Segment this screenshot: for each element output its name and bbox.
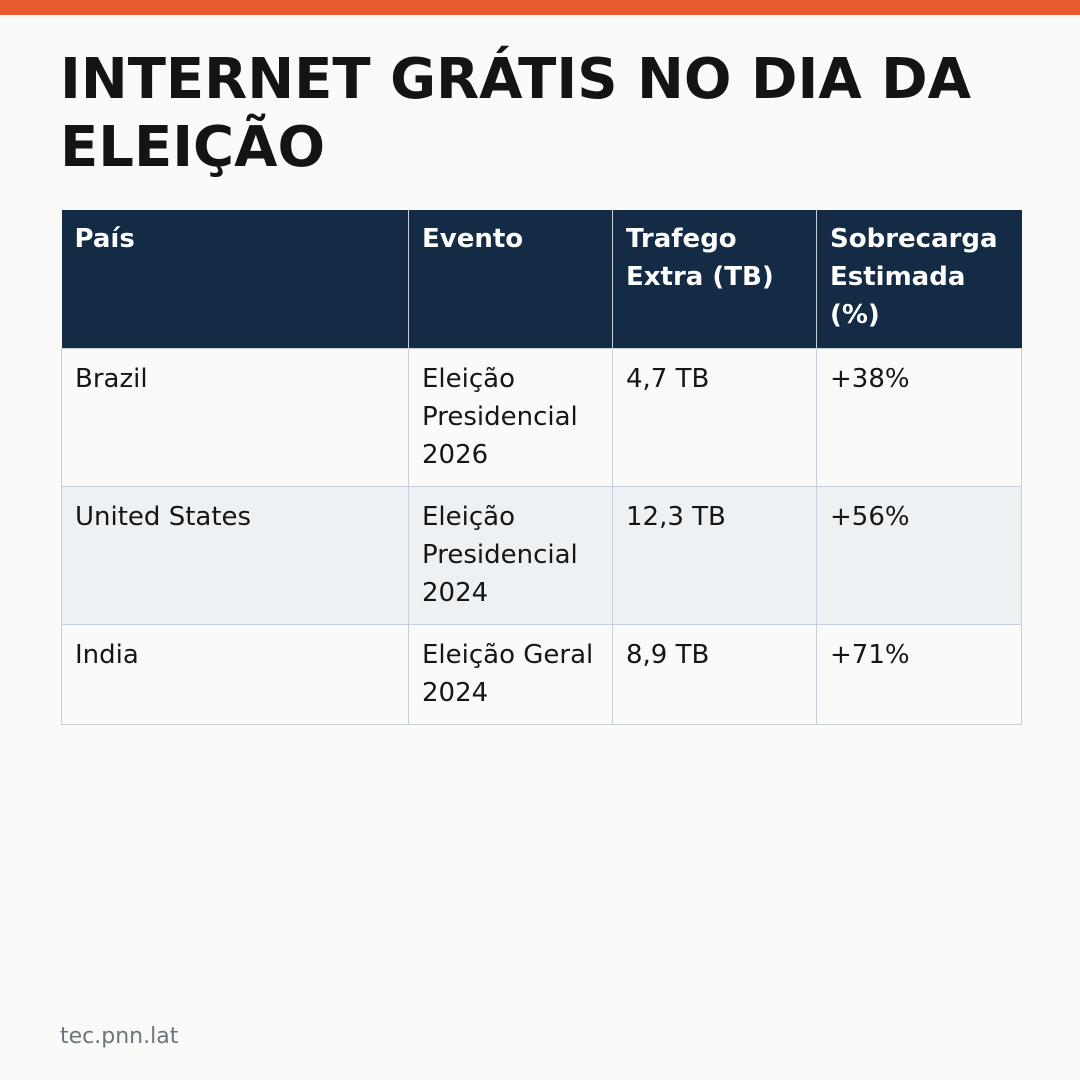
cell-event: Eleição Presidencial 2024	[408, 486, 613, 625]
page-title: INTERNET GRÁTIS NO DIA DA ELEIÇÃO	[60, 47, 971, 180]
cell-extra-traffic: 8,9 TB	[612, 624, 817, 725]
header-estimated-overload: Sobrecarga Estimada (%)	[816, 210, 1022, 349]
header-country: País	[61, 210, 409, 349]
header-extra-traffic: Trafego Extra (TB)	[612, 210, 817, 349]
table-row: Brazil Eleição Presidencial 2026 4,7 TB …	[61, 348, 1022, 487]
table-header-row: País Evento Trafego Extra (TB) Sobrecarg…	[61, 210, 1022, 349]
cell-estimated-overload: +38%	[816, 348, 1022, 487]
cell-country: India	[61, 624, 409, 725]
cell-estimated-overload: +56%	[816, 486, 1022, 625]
accent-bar	[0, 0, 1080, 15]
table-row: India Eleição Geral 2024 8,9 TB +71%	[61, 624, 1022, 725]
cell-country: United States	[61, 486, 409, 625]
cell-extra-traffic: 4,7 TB	[612, 348, 817, 487]
source-footer: tec.pnn.lat	[60, 1024, 179, 1049]
cell-extra-traffic: 12,3 TB	[612, 486, 817, 625]
cell-event: Eleição Geral 2024	[408, 624, 613, 725]
cell-event: Eleição Presidencial 2026	[408, 348, 613, 487]
cell-country: Brazil	[61, 348, 409, 487]
data-table: País Evento Trafego Extra (TB) Sobrecarg…	[61, 210, 1022, 725]
header-event: Evento	[408, 210, 613, 349]
table-row: United States Eleição Presidencial 2024 …	[61, 486, 1022, 625]
cell-estimated-overload: +71%	[816, 624, 1022, 725]
